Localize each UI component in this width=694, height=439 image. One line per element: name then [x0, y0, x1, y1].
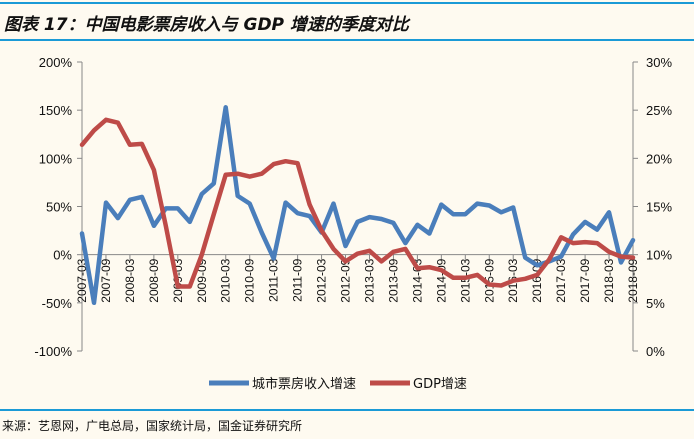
- x-axis-tick-label: 2008-09: [147, 258, 161, 302]
- right-axis-tick-label: 20%: [646, 151, 672, 166]
- x-axis-tick-label: 2010-09: [243, 258, 257, 302]
- x-axis-tick-label: 2013-03: [362, 258, 376, 302]
- axes: -100% -50% 0% 50% 100% 150% 200% 0% 5% 10% 15% 20% 2…: [34, 55, 672, 359]
- top-rule: [0, 2, 694, 4]
- right-axis-tick-label: 25%: [646, 103, 672, 118]
- legend-label-box-office: 城市票房收入增速: [252, 376, 356, 392]
- x-axis-tick-label: 2012-03: [315, 258, 329, 302]
- x-axis-tick-label: 2008-03: [123, 258, 137, 302]
- left-axis-tick-label: 150%: [39, 103, 73, 118]
- series-lines: [79, 105, 636, 306]
- right-axis-tick-label: 15%: [646, 200, 672, 215]
- x-axis-tick-label: 2017-09: [578, 258, 592, 302]
- right-axis-tick-label: 10%: [646, 248, 672, 263]
- series-line-gdp: [79, 117, 636, 289]
- x-axis-tick-label: 2007-03: [75, 258, 89, 302]
- left-axis-tick-label: 50%: [46, 200, 72, 215]
- title-rule: [0, 39, 694, 41]
- line-chart: -100% -50% 0% 50% 100% 150% 200% 0% 5% 10% 15% 20% 2…: [34, 55, 672, 392]
- chart-title: 图表 17：中国电影票房收入与 GDP 增速的季度对比: [4, 15, 409, 35]
- left-axis-tick-label: 200%: [39, 55, 73, 70]
- legend: 城市票房收入增速 GDP增速: [209, 376, 467, 392]
- right-axis-tick-label: 0%: [646, 344, 665, 359]
- x-axis-tick-label: 2018-03: [602, 258, 616, 302]
- left-axis-tick-label: -100%: [34, 344, 72, 359]
- x-axis-tick-label: 2014-09: [434, 258, 448, 302]
- x-axis-tick-label: 2015-03: [458, 258, 472, 302]
- x-axis-tick-label: 2011-03: [267, 258, 281, 301]
- legend-label-gdp: GDP增速: [413, 377, 467, 392]
- x-axis-tick-label: 2007-09: [99, 258, 113, 302]
- x-axis-tick-label: 2012-09: [339, 258, 353, 302]
- left-axis-tick-label: 0%: [53, 248, 72, 263]
- x-axis-tick-label: 2018-09: [626, 258, 640, 302]
- left-axis-tick-label: 100%: [39, 151, 73, 166]
- right-axis-tick-label: 5%: [646, 296, 665, 311]
- source-rule: [0, 409, 694, 411]
- left-axis-tick-label: -50%: [42, 296, 73, 311]
- source-note: 来源：艺恩网，广电总局，国家统计局，国金证券研究所: [2, 419, 303, 433]
- x-axis-tick-label: 2013-09: [386, 258, 400, 302]
- x-axis-tick-label: 2010-03: [219, 258, 233, 302]
- x-axis-tick-label: 2011-09: [291, 258, 305, 301]
- x-axis-tick-label: 2017-03: [554, 258, 568, 302]
- x-axis-tick-label: 2015-09: [482, 258, 496, 302]
- right-axis-tick-label: 30%: [646, 55, 672, 70]
- series-line-box-office: [79, 105, 636, 306]
